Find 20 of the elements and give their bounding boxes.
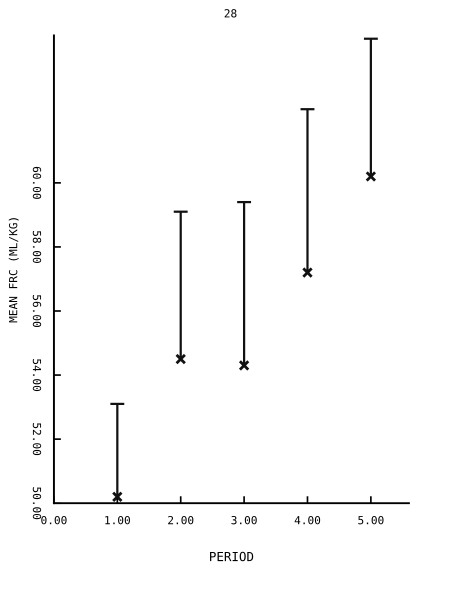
x-axis-title: PERIOD: [210, 552, 254, 562]
y-axis-title: MEAN FRC (ML/KG): [8, 218, 19, 322]
point: [175, 353, 186, 365]
point: [302, 267, 314, 278]
x-tick-label: 3.00: [231, 516, 257, 524]
y-tick-label: 50.00: [32, 487, 42, 520]
x-tick-label: 5.00: [358, 516, 384, 524]
x-tick-label: 0.00: [41, 516, 67, 524]
point: [365, 170, 376, 182]
x-tick-label: 1.00: [105, 516, 130, 524]
y-tick-label: 52.00: [32, 423, 42, 456]
y-tick-label: 54.00: [32, 359, 42, 392]
y-tick-label: 56.00: [32, 295, 42, 328]
y-tick-label: 58.00: [32, 230, 42, 263]
text: 28: [224, 9, 236, 18]
point: [112, 491, 123, 502]
x-tick-label: 4.00: [294, 516, 320, 524]
y-tick-label: 60.00: [32, 166, 42, 199]
point: [238, 360, 250, 372]
x-tick-label: 2.00: [168, 516, 194, 524]
